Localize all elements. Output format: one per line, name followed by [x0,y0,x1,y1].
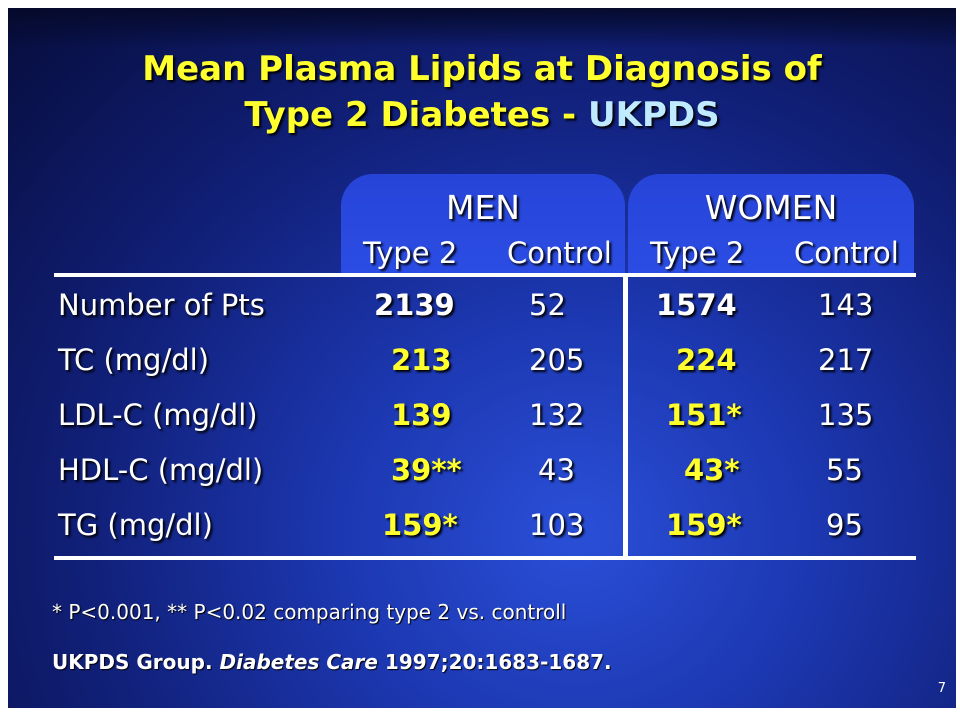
women-type2-value: 43* [684,453,740,487]
citation-journal: Diabetes Care [219,650,378,674]
men-type2-value: 2139 [374,288,455,322]
table-top-rule [54,273,916,277]
row-label: HDL-C (mg/dl) [58,453,264,487]
row-label: LDL-C (mg/dl) [58,398,258,432]
table-row: LDL-C (mg/dl) 139 132 151* 135 [8,388,956,442]
women-control-value: 217 [818,343,874,377]
men-control-value: 43 [538,453,575,487]
table-bottom-rule [54,556,916,560]
women-control-value: 143 [818,288,874,322]
women-control-value: 55 [826,453,863,487]
women-header-tab: WOMEN Type 2 Control [628,174,914,274]
table-row: HDL-C (mg/dl) 39** 43 43* 55 [8,443,956,497]
title-line-2: Type 2 Diabetes - UKPDS [8,92,956,138]
row-label: TC (mg/dl) [58,343,210,377]
title-line-1: Mean Plasma Lipids at Diagnosis of [142,49,822,89]
women-control-value: 95 [826,508,863,542]
table-row: TC (mg/dl) 213 205 224 217 [8,333,956,387]
men-control-header: Control [507,236,612,270]
table-row: Number of Pts 2139 52 1574 143 [8,278,956,332]
slide-top-band [8,8,956,48]
women-control-value: 135 [818,398,874,432]
group-divider [623,277,628,556]
women-control-header: Control [794,236,899,270]
women-type2-header: Type 2 [650,236,745,270]
men-type2-value: 39** [391,453,462,487]
women-type2-value: 1574 [656,288,737,322]
footnote: * P<0.001, ** P<0.02 comparing type 2 vs… [52,600,567,624]
men-type2-value: 159* [382,508,458,542]
slide-number: 7 [937,681,946,696]
citation-authors: UKPDS Group. [52,650,213,674]
women-type2-value: 151* [666,398,742,432]
slide: Mean Plasma Lipids at Diagnosis of Type … [8,8,956,708]
men-control-value: 132 [529,398,585,432]
men-control-value: 103 [529,508,585,542]
table-row: TG (mg/dl) 159* 103 159* 95 [8,498,956,552]
men-control-value: 52 [529,288,566,322]
men-type2-value: 213 [391,343,452,377]
men-group-label: MEN [445,188,520,227]
row-label: Number of Pts [58,288,265,322]
men-header-tab: MEN Type 2 Control [341,174,625,274]
men-type2-header: Type 2 [363,236,458,270]
title-accent: UKPDS [588,95,720,135]
citation-ref: 1997;20:1683-1687. [384,650,612,674]
title-line-2-prefix: Type 2 Diabetes - [244,95,588,135]
women-type2-value: 159* [666,508,742,542]
men-control-value: 205 [529,343,585,377]
slide-title: Mean Plasma Lipids at Diagnosis of Type … [8,46,956,138]
row-label: TG (mg/dl) [58,508,213,542]
women-type2-value: 224 [676,343,737,377]
men-type2-value: 139 [391,398,452,432]
citation: UKPDS Group. Diabetes Care 1997;20:1683-… [52,650,612,674]
women-group-label: WOMEN [704,188,838,227]
